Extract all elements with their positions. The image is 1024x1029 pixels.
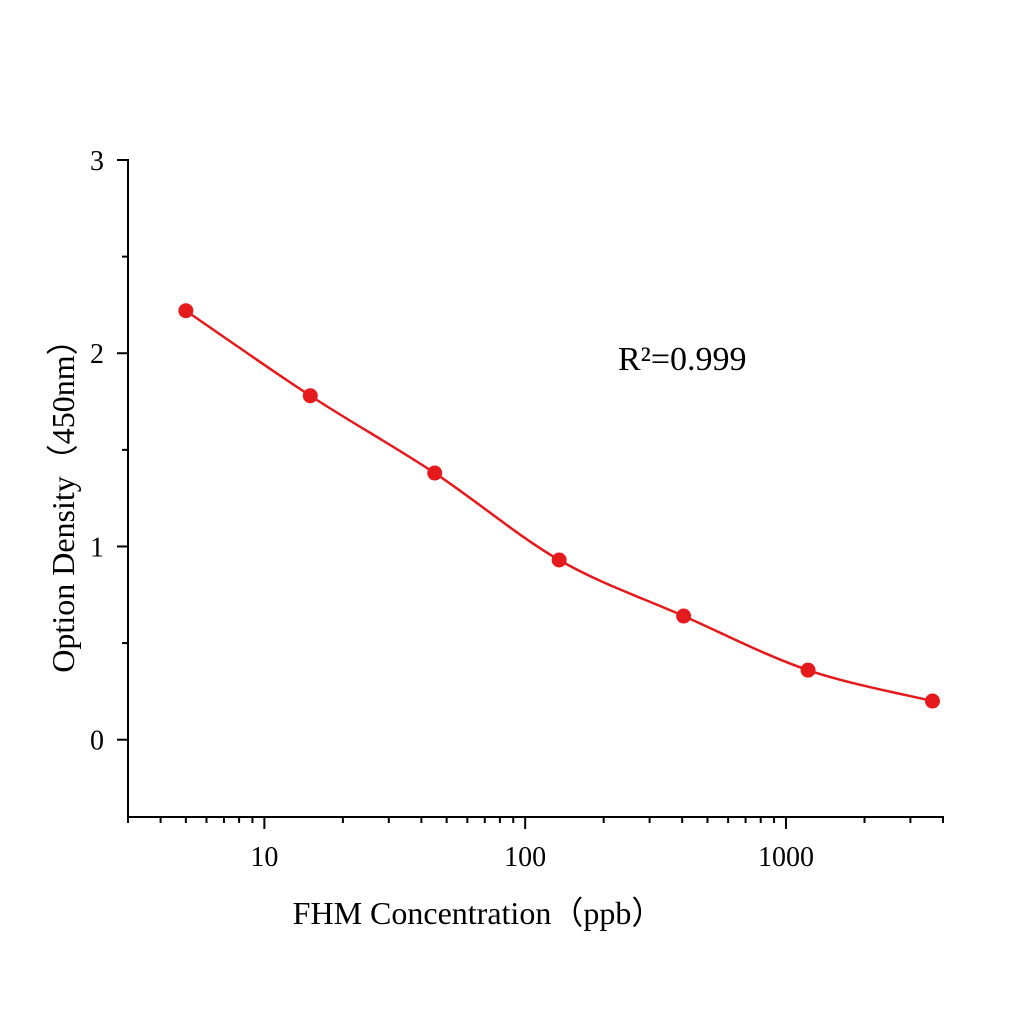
- fit-line: [185, 309, 933, 703]
- x-tick-label: 1000: [758, 842, 814, 873]
- y-tick-label: 0: [90, 726, 104, 757]
- y-tick-label: 3: [90, 146, 104, 177]
- data-point: [302, 388, 318, 404]
- data-point: [676, 608, 692, 624]
- data-point: [178, 303, 194, 319]
- x-tick-label: 10: [250, 842, 278, 873]
- data-point: [427, 465, 443, 481]
- data-point: [551, 552, 567, 568]
- x-axis-title: FHM Concentration（ppb）: [293, 895, 664, 931]
- y-tick-label: 1: [90, 532, 104, 563]
- data-point: [800, 662, 816, 678]
- x-tick-label: 100: [504, 842, 546, 873]
- annotation: R²=0.999: [618, 341, 747, 378]
- data-point: [924, 693, 940, 709]
- y-tick-label: 2: [90, 339, 104, 370]
- y-axis-title: Option Density（450nm）: [45, 323, 81, 672]
